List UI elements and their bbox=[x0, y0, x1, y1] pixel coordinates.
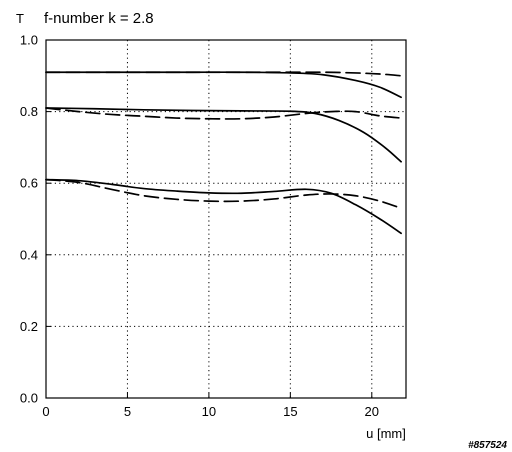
y-tick-label: 0.2 bbox=[20, 319, 38, 334]
y-tick-label: 0.0 bbox=[20, 391, 38, 406]
x-tick-label: 5 bbox=[124, 404, 131, 419]
series-line-solid-3 bbox=[45, 107, 402, 163]
x-tick-label: 20 bbox=[365, 404, 379, 419]
y-axis-label: T bbox=[16, 11, 24, 26]
x-axis-label: u [mm] bbox=[366, 426, 406, 441]
series-line-dashed-2 bbox=[45, 71, 402, 77]
x-ticks: 0 5 10 15 20 bbox=[42, 393, 379, 419]
x-tick-label: 0 bbox=[42, 404, 49, 419]
y-tick-label: 0.8 bbox=[20, 104, 38, 119]
series-line-solid-1 bbox=[45, 71, 402, 99]
x-tick-label: 10 bbox=[202, 404, 216, 419]
series-line-solid-5 bbox=[45, 178, 402, 235]
y-tick-label: 0.4 bbox=[20, 247, 38, 262]
series-line-dashed-6 bbox=[45, 178, 402, 210]
grid-lines bbox=[46, 40, 406, 398]
y-tick-label: 0.6 bbox=[20, 176, 38, 191]
series-line-dashed-4 bbox=[45, 107, 402, 120]
image-id-label: #857524 bbox=[468, 440, 507, 451]
plot-frame bbox=[45, 39, 407, 399]
x-tick-label: 15 bbox=[283, 404, 297, 419]
y-ticks: 0.0 0.2 0.4 0.6 0.8 1.0 bbox=[20, 33, 51, 406]
mtf-curves bbox=[45, 71, 402, 235]
y-tick-label: 1.0 bbox=[20, 33, 38, 48]
chart-title: f-number k = 2.8 bbox=[44, 10, 154, 27]
